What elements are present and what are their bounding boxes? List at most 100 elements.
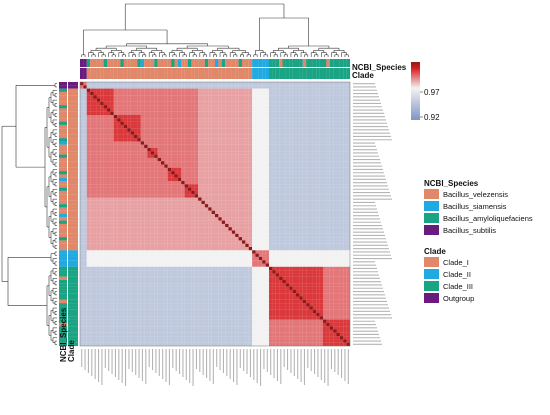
heatmap-cell (262, 174, 266, 178)
heatmap-cell (201, 187, 205, 191)
heatmap-cell (333, 171, 337, 175)
heatmap-cell (279, 167, 283, 172)
heatmap-cell (90, 200, 94, 205)
heatmap-cell (262, 148, 266, 152)
heatmap-cell (215, 214, 219, 218)
heatmap-cell (215, 243, 219, 248)
heatmap-cell (157, 200, 162, 205)
heatmap-cell (258, 134, 263, 139)
heatmap-cell (86, 85, 91, 89)
heatmap-cell (296, 230, 300, 234)
heatmap-cell (272, 164, 276, 168)
heatmap-cell (211, 154, 216, 158)
heatmap-cell (292, 95, 297, 99)
heatmap-cell (302, 157, 307, 162)
heatmap-cell (309, 190, 313, 195)
heatmap-cell (83, 105, 87, 109)
heatmap-cell (204, 138, 209, 142)
heatmap-cell (245, 138, 249, 142)
heatmap-cell (184, 187, 189, 191)
heatmap-cell (96, 161, 101, 165)
heatmap-cell (218, 138, 222, 142)
heatmap-cell (329, 240, 334, 244)
heatmap-cell (113, 167, 118, 172)
clade-track-cell (329, 68, 334, 79)
heatmap-cell (204, 95, 209, 99)
heatmap-cell (194, 151, 199, 155)
heatmap-cell (161, 118, 165, 122)
clade-track-cell (285, 68, 290, 79)
heatmap-cell (339, 144, 344, 149)
heatmap-cell (316, 237, 320, 241)
heatmap-cell (299, 204, 303, 208)
heatmap-cell (258, 108, 263, 112)
heatmap-cell (309, 194, 313, 198)
species-track-cell (255, 59, 259, 67)
heatmap-cell (333, 124, 337, 129)
heatmap-cell (174, 181, 178, 185)
heatmap-cell (137, 98, 141, 102)
heatmap-cell (144, 217, 148, 221)
heatmap-cell (90, 250, 94, 254)
heatmap-cell (174, 141, 178, 145)
heatmap-cell (323, 134, 327, 139)
heatmap-cell (346, 214, 351, 218)
heatmap-cell (120, 91, 124, 96)
heatmap-cell (323, 177, 327, 182)
heatmap-cell (316, 111, 320, 116)
heatmap-cell (188, 177, 192, 182)
heatmap-cell (140, 243, 145, 248)
heatmap-cell (296, 134, 300, 139)
heatmap-cell (181, 174, 185, 178)
heatmap-cell (174, 164, 178, 168)
heatmap-cell (194, 85, 199, 89)
heatmap-cell (215, 167, 219, 172)
heatmap-cell (123, 181, 128, 185)
heatmap-cell (157, 148, 162, 152)
heatmap-cell (296, 217, 300, 221)
species-track-cell (59, 316, 67, 320)
heatmap-cell (269, 131, 273, 135)
heatmap-cell (80, 134, 84, 139)
heatmap-cell (167, 207, 172, 211)
heatmap-cell (188, 247, 192, 251)
heatmap-cell (110, 181, 114, 185)
heatmap-cell (161, 164, 165, 168)
heatmap-cell (110, 128, 114, 132)
species-track-cell (90, 59, 94, 67)
heatmap-cell (157, 220, 162, 224)
heatmap-cell (100, 91, 104, 96)
heatmap-cell (198, 194, 202, 198)
heatmap-cell (306, 151, 310, 155)
heatmap-cell (198, 190, 202, 195)
heatmap-cell (100, 124, 104, 129)
heatmap-cell (255, 243, 259, 248)
heatmap-cell (80, 200, 84, 205)
heatmap-cell (147, 207, 151, 211)
heatmap-cell (157, 115, 162, 119)
heatmap-cell (184, 171, 189, 175)
heatmap-cell (80, 138, 84, 142)
heatmap-cell (100, 220, 104, 224)
heatmap-cell (103, 161, 108, 165)
heatmap-cell (333, 121, 337, 125)
heatmap-cell (140, 161, 145, 165)
heatmap-cell (228, 128, 232, 132)
heatmap-cell (242, 121, 246, 125)
heatmap-cell (198, 187, 202, 191)
heatmap-cell (144, 138, 148, 142)
heatmap-cell (150, 204, 155, 208)
heatmap-cell (154, 121, 158, 125)
heatmap-cell (306, 138, 310, 142)
heatmap-cell (130, 82, 135, 86)
heatmap-cell (204, 181, 209, 185)
heatmap-cell (262, 194, 266, 198)
heatmap-cell (319, 190, 324, 195)
heatmap-cell (238, 95, 243, 99)
heatmap-cell (103, 131, 108, 135)
heatmap-cell (242, 148, 246, 152)
species-track-cell (59, 270, 67, 274)
heatmap-cell (343, 82, 347, 86)
heatmap-cell (140, 164, 145, 168)
heatmap-cell (326, 101, 330, 106)
